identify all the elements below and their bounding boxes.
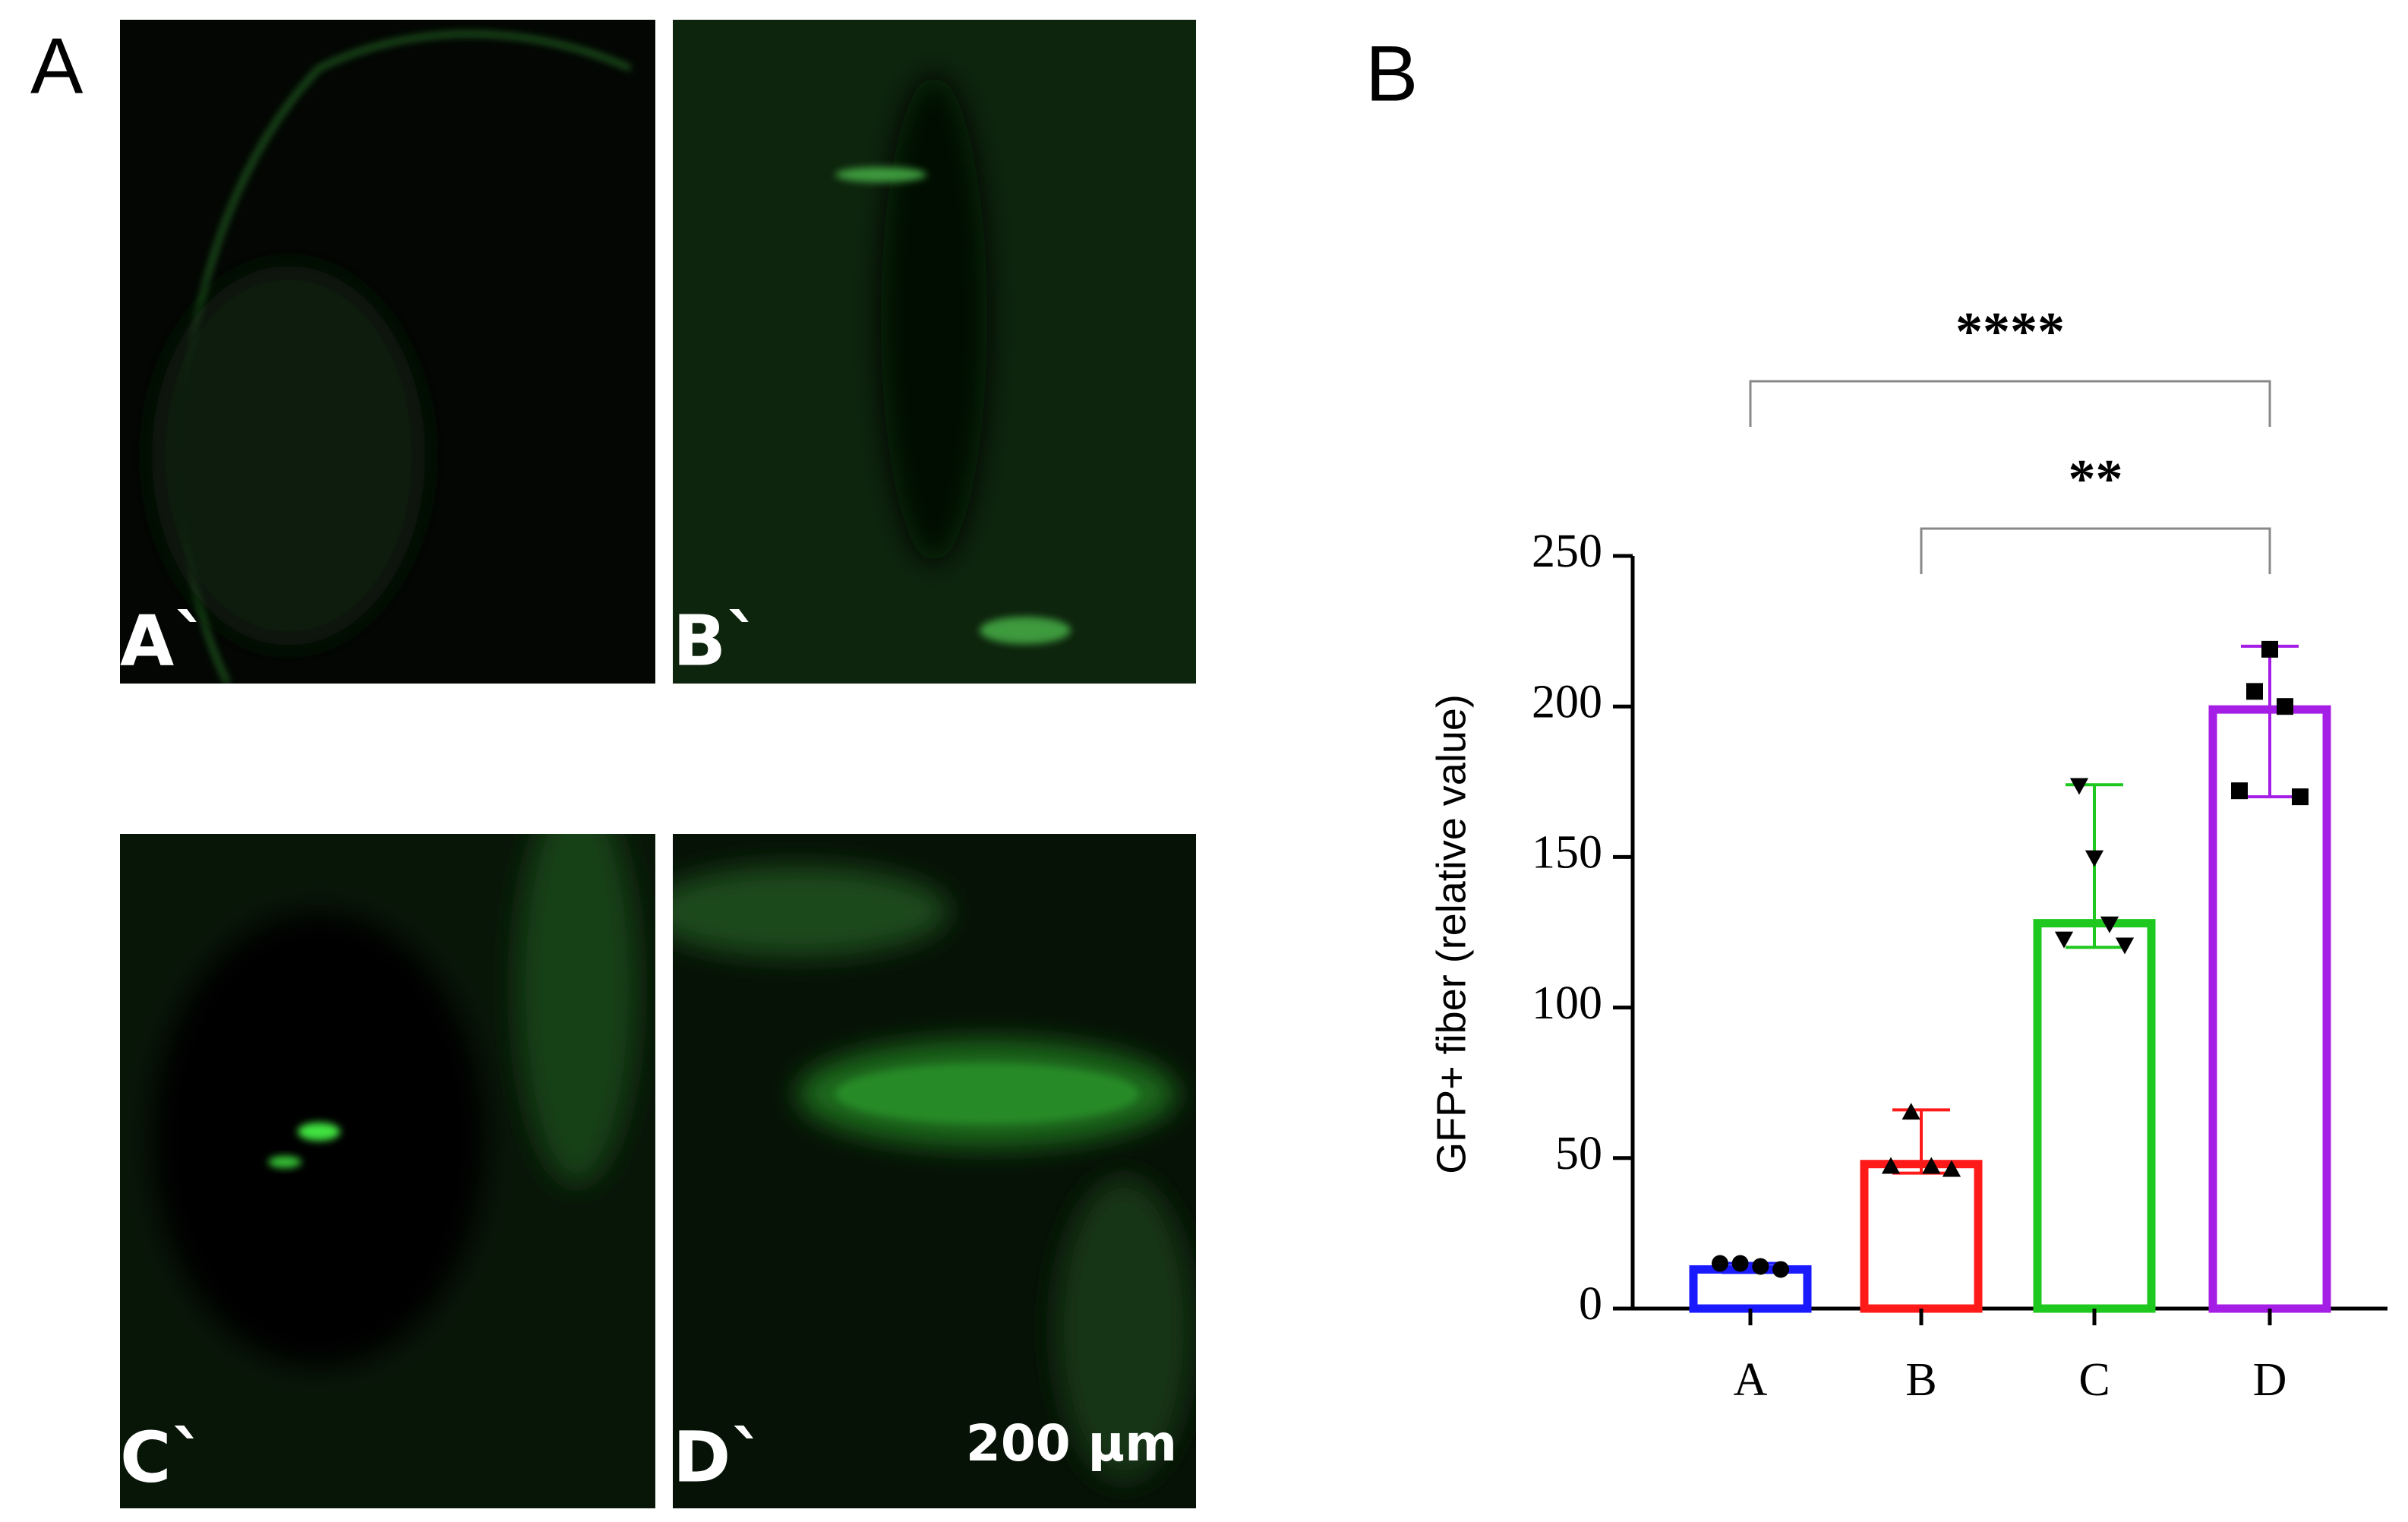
image-label: C` [120, 1416, 207, 1498]
data-point [2261, 640, 2278, 658]
scale-bar-label: 200 µm [966, 1414, 1177, 1473]
data-point [2069, 778, 2089, 795]
data-point [1942, 1160, 1961, 1177]
y-tick-label: 150 [1532, 827, 1602, 879]
x-tick-label: A [1734, 1354, 1768, 1406]
significance-label: ** [2069, 449, 2123, 510]
data-point [1901, 1103, 1920, 1120]
data-point [2246, 683, 2263, 700]
image-label: B` [673, 600, 761, 681]
bar [1860, 1160, 1983, 1313]
data-point [1922, 1157, 1941, 1174]
data-point [2085, 850, 2104, 867]
data-point [1772, 1261, 1789, 1278]
panel-label: A [30, 22, 84, 110]
data-point [1752, 1258, 1769, 1275]
micrograph [120, 834, 655, 1508]
bar [1689, 1265, 1812, 1313]
y-axis-label: GFP+ fiber (relative value) [1428, 694, 1474, 1174]
data-point [2231, 782, 2248, 800]
micrograph [120, 20, 655, 684]
y-tick-label: 50 [1555, 1128, 1602, 1179]
y-tick-label: 200 [1532, 676, 1602, 728]
image-label: A` [120, 600, 209, 681]
significance-bracket [1749, 380, 2271, 427]
data-point [1712, 1255, 1728, 1272]
data-point [2054, 931, 2074, 949]
data-point [2277, 698, 2293, 715]
data-point [1881, 1157, 1901, 1174]
significance-bracket [1920, 527, 2271, 574]
micrograph [673, 834, 1196, 1508]
y-tick-label: 0 [1579, 1278, 1602, 1330]
data-point [2115, 937, 2135, 955]
y-tick-label: 250 [1532, 526, 1602, 577]
significance-label: **** [1955, 302, 2065, 362]
x-tick-label: B [1905, 1354, 1936, 1406]
x-tick-label: C [2078, 1354, 2110, 1406]
micrograph [673, 20, 1196, 684]
data-point [2292, 788, 2309, 806]
data-point [2100, 916, 2119, 933]
panel-label: B [1365, 30, 1418, 118]
bar [2208, 705, 2331, 1313]
y-tick-label: 100 [1532, 977, 1602, 1029]
bar [2033, 919, 2156, 1313]
image-label: D` [673, 1416, 765, 1498]
data-point [1731, 1255, 1749, 1272]
x-tick-label: D [2253, 1354, 2287, 1406]
